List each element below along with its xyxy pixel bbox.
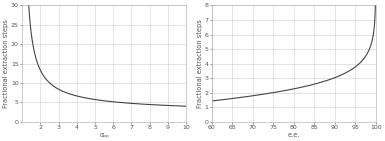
Y-axis label: Fractional extraction steps: Fractional extraction steps xyxy=(3,19,10,108)
X-axis label: e.e.: e.e. xyxy=(288,132,300,137)
X-axis label: αₒₚ: αₒₚ xyxy=(99,132,109,137)
Y-axis label: Fractional extraction steps: Fractional extraction steps xyxy=(197,19,203,108)
